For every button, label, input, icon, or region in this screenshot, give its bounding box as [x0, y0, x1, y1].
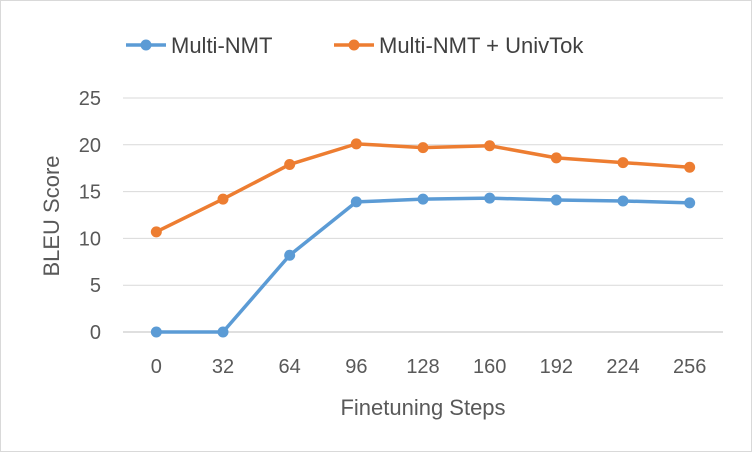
data-point	[284, 158, 296, 170]
data-point	[150, 226, 162, 238]
data-point	[150, 326, 162, 338]
series-1	[150, 138, 696, 238]
data-point	[350, 138, 362, 150]
series-line	[155, 142, 690, 234]
data-point	[417, 142, 429, 154]
data-point	[550, 152, 562, 164]
legend-marker-icon	[140, 39, 152, 51]
data-point	[484, 192, 496, 204]
data-point	[617, 195, 629, 207]
legend-label: Multi-NMT + UnivTok	[379, 33, 584, 58]
data-point	[417, 193, 429, 205]
data-point	[217, 193, 229, 205]
y-tick-label: 25	[79, 88, 101, 110]
data-point	[684, 197, 696, 209]
y-tick-label: 20	[79, 135, 101, 157]
y-tick-label: 15	[79, 182, 101, 204]
x-tick-label: 32	[212, 356, 234, 378]
data-point	[684, 161, 696, 173]
legend-marker-icon	[348, 39, 360, 51]
data-point	[217, 326, 229, 338]
y-tick-label: 0	[90, 322, 101, 344]
data-point	[550, 194, 562, 206]
x-tick-label: 0	[151, 356, 162, 378]
data-point	[284, 249, 296, 261]
legend-item: Multi-NMT	[126, 33, 272, 58]
series-0	[150, 192, 696, 338]
y-axis-tick-labels: 0 5 10 15 20 25	[79, 88, 101, 344]
data-point	[484, 140, 496, 152]
x-axis-tick-labels: 0 32 64 96 128 160 192 224 256	[151, 356, 707, 378]
x-tick-label: 224	[606, 356, 639, 378]
data-point	[617, 157, 629, 169]
legend-item: Multi-NMT + UnivTok	[334, 33, 584, 58]
y-tick-label: 5	[90, 275, 101, 297]
gridlines	[123, 97, 723, 333]
legend: Multi-NMT Multi-NMT + UnivTok	[126, 33, 584, 58]
legend-label: Multi-NMT	[171, 33, 272, 58]
x-tick-label: 128	[406, 356, 439, 378]
series-line	[156, 196, 690, 334]
x-tick-label: 64	[279, 356, 301, 378]
x-axis-title: Finetuning Steps	[340, 395, 505, 420]
x-tick-label: 160	[473, 356, 506, 378]
x-tick-label: 192	[540, 356, 573, 378]
data-point	[350, 196, 362, 208]
x-tick-label: 96	[345, 356, 367, 378]
y-tick-label: 10	[79, 228, 101, 250]
x-tick-label: 256	[673, 356, 706, 378]
series-lines	[150, 138, 696, 338]
y-axis-title: BLEU Score	[39, 155, 64, 276]
